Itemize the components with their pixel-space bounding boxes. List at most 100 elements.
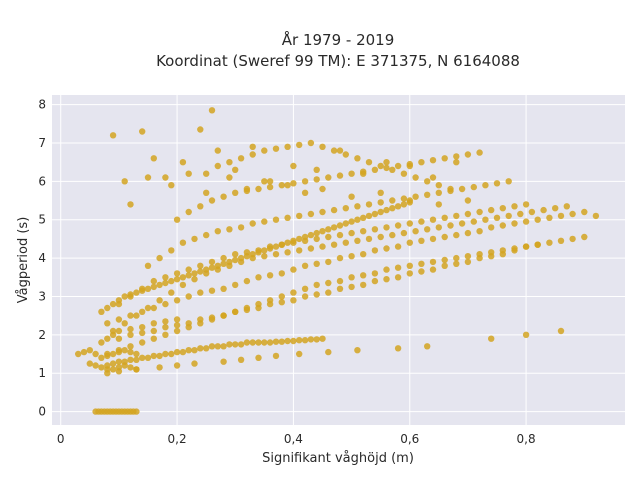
data-point: [301, 337, 309, 344]
data-point: [208, 287, 216, 294]
data-point: [185, 324, 192, 331]
data-point: [313, 281, 320, 289]
data-point: [429, 235, 437, 243]
data-point: [336, 222, 344, 229]
data-point: [156, 297, 163, 304]
data-point: [261, 253, 268, 260]
data-point: [336, 285, 344, 292]
data-point: [232, 189, 239, 196]
data-point: [266, 297, 274, 304]
data-point: [284, 337, 291, 345]
data-point: [156, 364, 163, 371]
data-point: [249, 339, 256, 346]
data-point: [313, 336, 320, 343]
data-point: [342, 205, 349, 212]
y-tick-label: 8: [38, 98, 46, 112]
data-point: [499, 205, 506, 212]
data-point: [394, 243, 402, 250]
data-point: [348, 253, 355, 260]
data-point: [203, 189, 210, 196]
data-point: [185, 208, 192, 216]
data-point: [191, 235, 198, 243]
data-point: [249, 251, 256, 258]
data-point: [360, 214, 367, 221]
data-point: [150, 335, 157, 342]
data-point: [173, 322, 181, 329]
data-point: [121, 293, 128, 300]
data-point: [266, 178, 274, 185]
data-point: [139, 339, 146, 346]
data-point: [208, 316, 216, 323]
data-point: [546, 239, 553, 246]
data-point: [261, 147, 268, 154]
data-point: [482, 182, 489, 189]
data-point: [168, 182, 175, 189]
data-point: [429, 174, 437, 181]
data-point: [383, 245, 390, 252]
data-point: [243, 277, 251, 285]
data-point: [330, 241, 338, 248]
data-point: [266, 339, 274, 346]
data-point: [348, 170, 355, 177]
data-point: [104, 320, 111, 327]
data-point: [272, 243, 280, 250]
data-point: [383, 276, 390, 283]
data-point: [278, 241, 285, 248]
data-point: [203, 231, 210, 239]
data-point: [557, 327, 565, 335]
data-point: [185, 170, 192, 177]
data-point: [162, 350, 169, 358]
data-point: [435, 189, 442, 196]
data-point: [313, 229, 320, 237]
data-point: [412, 228, 419, 235]
data-point: [173, 216, 181, 223]
data-point: [266, 245, 274, 252]
data-point: [325, 348, 332, 356]
data-point: [127, 364, 134, 371]
data-point: [505, 212, 512, 220]
data-point: [296, 212, 303, 220]
data-point: [255, 339, 262, 346]
data-point: [581, 233, 588, 241]
data-point: [203, 266, 210, 273]
data-point: [133, 289, 140, 296]
data-point: [133, 312, 140, 319]
data-point: [290, 289, 297, 296]
data-point: [226, 226, 233, 233]
data-point: [383, 164, 390, 172]
data-point: [429, 258, 437, 266]
data-point: [232, 251, 239, 258]
data-point: [557, 212, 565, 220]
data-point: [435, 182, 442, 189]
data-point: [453, 159, 460, 166]
data-point: [365, 201, 373, 208]
data-point: [441, 155, 448, 162]
data-point: [226, 258, 233, 266]
data-point: [307, 245, 315, 252]
data-point: [435, 201, 442, 208]
data-point: [383, 159, 390, 166]
data-point: [453, 231, 460, 239]
data-point: [412, 193, 419, 200]
data-point: [139, 308, 146, 315]
data-point: [464, 197, 472, 204]
data-point: [133, 350, 140, 358]
data-point: [552, 205, 559, 212]
data-point: [284, 239, 291, 246]
data-point: [214, 262, 221, 269]
data-point: [226, 341, 233, 348]
data-point: [243, 185, 251, 193]
data-point: [319, 228, 326, 235]
data-point: [348, 218, 355, 225]
data-point: [232, 166, 239, 173]
data-point: [150, 327, 157, 335]
data-point: [441, 214, 448, 221]
data-point: [109, 360, 117, 367]
data-point: [546, 214, 553, 221]
data-point: [412, 174, 419, 181]
data-point: [284, 214, 291, 221]
data-point: [540, 206, 547, 214]
data-point: [488, 206, 495, 214]
data-point: [127, 331, 134, 338]
